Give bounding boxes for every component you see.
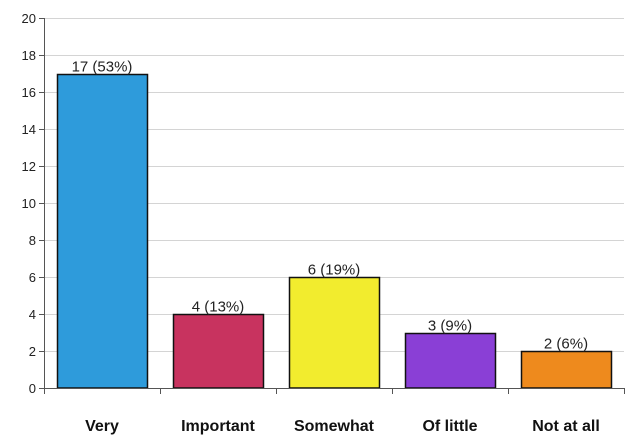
y-tick-label: 0 xyxy=(29,381,36,396)
bar-very xyxy=(56,73,149,389)
axes xyxy=(39,18,625,394)
x-category-label: Not at all xyxy=(532,418,600,435)
x-category-label: Important xyxy=(181,418,255,435)
x-category-label: Somewhat xyxy=(294,418,375,435)
data-label: 3 (9%) xyxy=(428,318,472,335)
data-label: 2 (6%) xyxy=(544,336,588,353)
data-label: 6 (19%) xyxy=(308,262,361,279)
x-category-label: Very xyxy=(85,418,119,435)
data-label: 17 (53%) xyxy=(72,59,133,76)
x-category-label: Of little xyxy=(422,418,477,435)
y-tick-label: 18 xyxy=(22,48,36,63)
y-tick-label: 10 xyxy=(22,196,36,211)
y-tick-label: 20 xyxy=(22,11,36,26)
y-tick-label: 8 xyxy=(29,233,36,248)
data-labels: 17 (53%) 4 (13%) 6 (19%) 3 (9%) 2 (6%) xyxy=(72,59,589,353)
y-axis-tick-labels: 0 2 4 6 8 10 12 14 16 18 20 xyxy=(22,11,36,396)
bar-of-little xyxy=(404,332,497,389)
bar-important xyxy=(172,313,265,389)
y-tick-label: 4 xyxy=(29,307,36,322)
y-tick-label: 2 xyxy=(29,344,36,359)
x-axis-category-labels: Very Important Somewhat Of little Not at all xyxy=(85,418,600,435)
bar-not-at-all xyxy=(520,350,613,389)
data-label: 4 (13%) xyxy=(192,299,245,316)
y-tick-label: 12 xyxy=(22,159,36,174)
bar-somewhat xyxy=(288,276,381,389)
y-tick-label: 6 xyxy=(29,270,36,285)
y-tick-label: 16 xyxy=(22,85,36,100)
y-tick-label: 14 xyxy=(22,122,36,137)
bars xyxy=(56,73,613,389)
